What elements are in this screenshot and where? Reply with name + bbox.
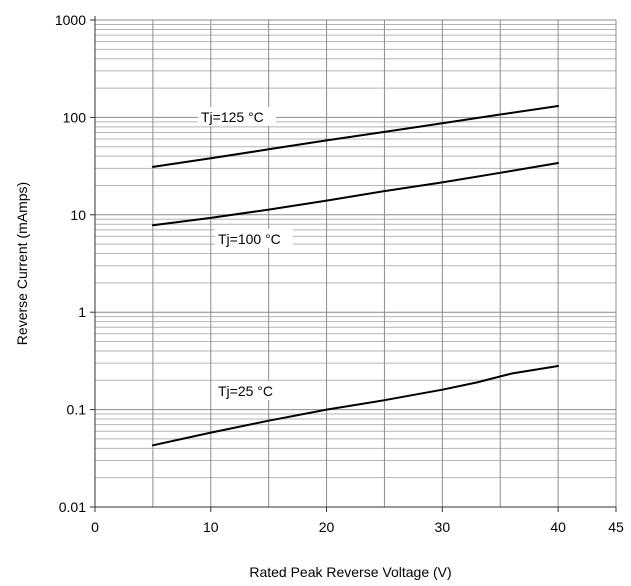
series-line-3 (151, 365, 560, 447)
series-label-background (198, 107, 276, 126)
labels: Tj=125 °C Tj=100 °C Tj=25 °C (198, 107, 293, 400)
x-tick-label: 30 (435, 519, 451, 535)
x-tick-label: 10 (203, 519, 219, 535)
y-tick-label: 10 (70, 207, 86, 223)
series-label-1: Tj=125 °C (201, 109, 264, 125)
grid (95, 19, 617, 508)
y-tick-label: 1000 (55, 12, 86, 28)
y-tick-label: 100 (63, 109, 87, 125)
x-tick-label: 40 (550, 519, 566, 535)
y-tick-label: 1 (78, 304, 86, 320)
series-lines (151, 105, 560, 447)
axes: 0.01 0.1 1 10 100 1000 0 10 20 30 40 45 (55, 12, 624, 535)
series-label-background (215, 381, 285, 400)
series-label-2: Tj=100 °C (218, 231, 281, 247)
x-axis-title: Rated Peak Reverse Voltage (V) (249, 564, 451, 580)
y-tick-label: 0.1 (67, 402, 87, 418)
x-tick-label: 0 (91, 519, 99, 535)
y-axis-title: Reverse Current (mAmps) (14, 182, 30, 345)
series-line-1 (151, 105, 560, 168)
series-line-2 (151, 162, 560, 227)
series-label-background (215, 229, 293, 248)
x-tick-label: 20 (319, 519, 335, 535)
y-tick-label: 0.01 (59, 499, 86, 515)
x-tick-label: 45 (608, 519, 624, 535)
series-label-3: Tj=25 °C (218, 383, 273, 399)
